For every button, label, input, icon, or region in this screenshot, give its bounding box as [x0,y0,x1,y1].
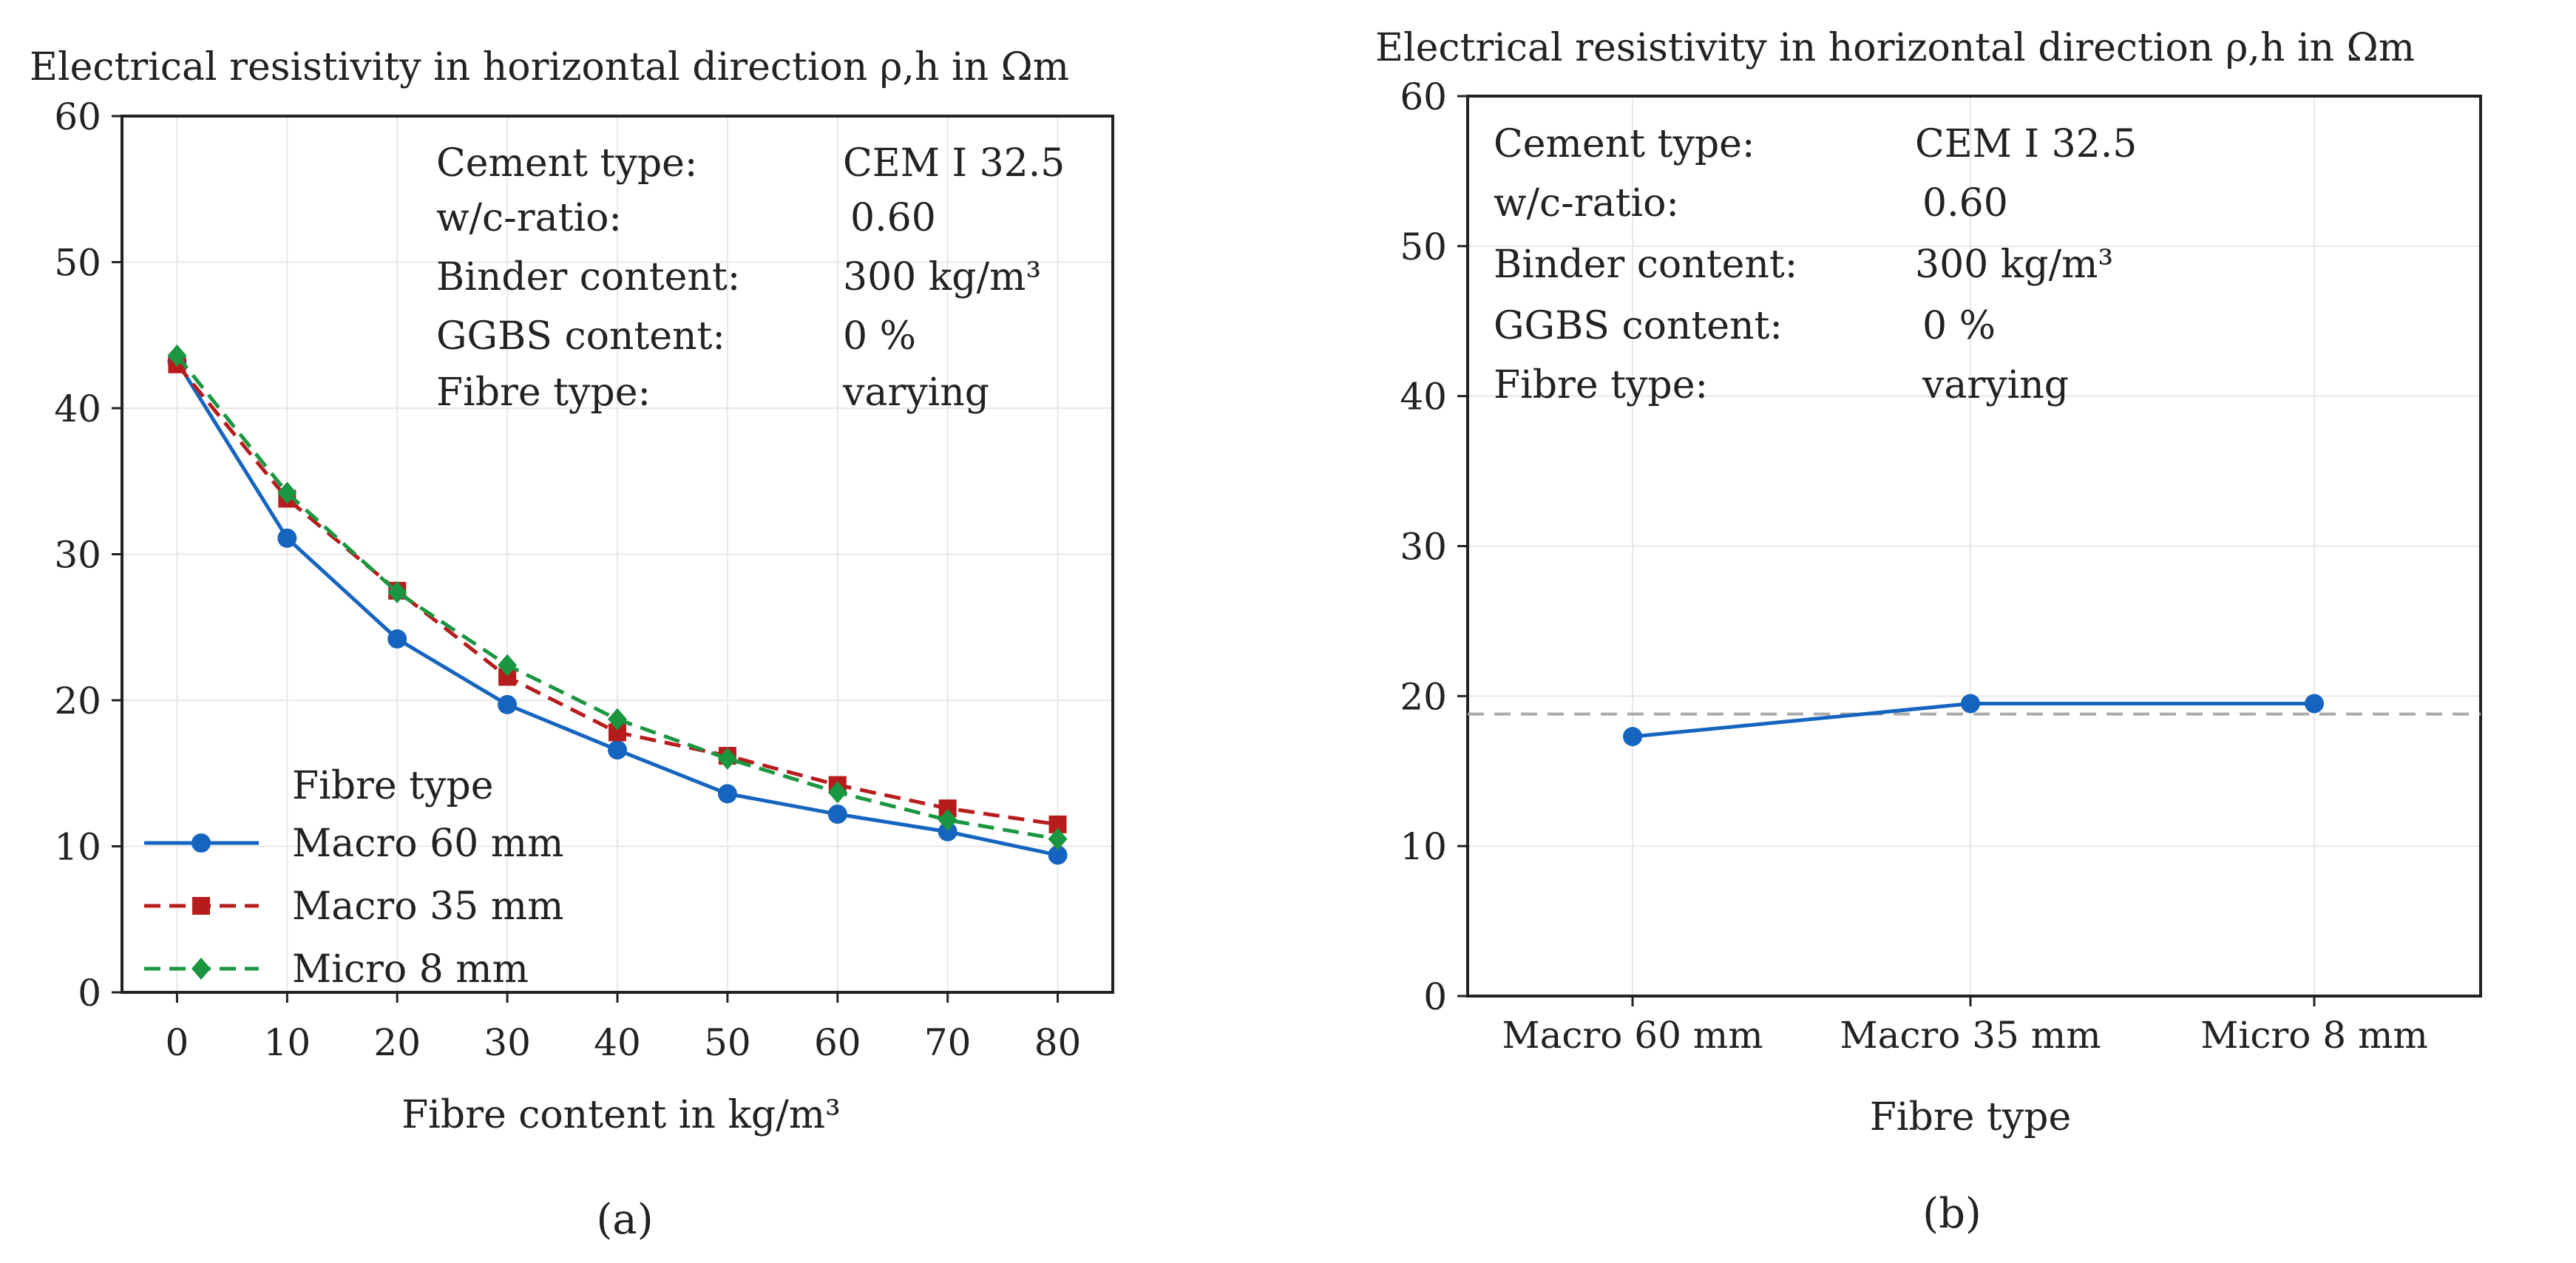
panel-b-x-axis-label: Fibre type [1870,1095,2072,1140]
panel-a-x-tick-label: 10 [264,1021,311,1064]
info-label-ggbs-b: GGBS content: [1494,304,1783,348]
panel-a-series-macro-60-mm [167,351,1068,865]
legend-title: Fibre type [292,764,494,808]
panel-a-label: (a) [596,1196,653,1244]
panel-a-x-tick-label: 40 [594,1021,641,1064]
panel-a-x-axis-label: Fibre content in kg/m³ [401,1093,841,1137]
info-label-binder: Binder content: [436,255,740,299]
panel-a-x-tick-label: 70 [924,1021,972,1064]
panel-b-info-box: Cement type: CEM I 32.5 w/c-ratio: 0.60 … [1494,122,2137,407]
data-point [498,694,518,714]
info-label-binder-b: Binder content: [1494,243,1797,287]
panel-a-y-tick-label: 50 [54,242,101,285]
data-point [608,708,627,731]
panel-a-info-box: Cement type: CEM I 32.5 w/c-ratio: 0.60 … [436,141,1065,415]
info-label-cement: Cement type: [436,141,697,186]
panel-a-y-tick-label: 10 [54,826,101,869]
info-label-wc: w/c-ratio: [436,196,622,240]
panel-b-y-tick-label: 40 [1400,376,1447,419]
legend-item-micro-8-mm: Micro 8 mm [144,947,529,992]
data-point [498,654,518,677]
panel-a-x-tick-label: 0 [166,1021,189,1064]
panel-b-y-tick-label: 60 [1400,75,1447,118]
panel-a-series-micro-8-mm [167,344,1068,850]
panel-b-series [1623,694,2324,747]
legend-marker [191,833,211,853]
info-label-wc-b: w/c-ratio: [1494,181,1679,226]
panel-b-y-tick-label: 0 [1423,975,1447,1018]
panel-a-y-tick-label: 60 [54,95,101,138]
data-point [1048,827,1068,850]
panel-a-grid [122,115,1113,993]
panel-a-x-tick-label: 30 [484,1021,531,1064]
panel-a-x-tick-label: 60 [814,1021,861,1064]
info-value-binder-b: 300 kg/m³ [1915,243,2113,287]
info-label-fibre-b: Fibre type: [1494,363,1708,407]
info-value-cement-b: CEM I 32.5 [1915,122,2137,166]
panel-a-x-tick-label: 80 [1034,1021,1082,1064]
data-point [387,629,407,649]
panel-b-series-line-group [1623,694,2324,747]
panel-a-x-ticks: 0 10 20 30 40 50 60 70 80 [166,992,1082,1064]
info-value-wc: 0.60 [850,196,936,240]
info-value-fibre: varying [842,370,989,415]
panel-a-y-tick-label: 40 [54,387,101,430]
data-point [717,748,737,770]
panel-b-y-tick-label: 30 [1400,526,1447,569]
panel-b-x-tick-label: Macro 60 mm [1502,1014,1763,1057]
legend-marker [191,958,211,980]
panel-a-legend: Fibre type Macro 60 mm Macro 35 mm Micro 8… [144,764,563,992]
legend-label: Macro 35 mm [292,884,563,929]
legend-label: Macro 60 mm [292,822,563,866]
panel-a-title: Electrical resistivity in horizontal dir… [30,45,1069,89]
data-point [1961,694,1980,714]
legend-item-macro-60-mm: Macro 60 mm [144,822,563,866]
panel-a-y-ticks: 0 10 20 30 40 50 60 [54,95,122,1015]
data-point [277,528,297,548]
data-point [277,481,297,504]
data-point [827,805,847,824]
data-point [608,740,627,760]
panel-b-label: (b) [1922,1190,1982,1238]
info-value-wc-b: 0.60 [1922,181,2008,226]
data-point [827,781,847,804]
legend-item-macro-35-mm: Macro 35 mm [144,884,563,929]
info-value-binder: 300 kg/m³ [843,255,1041,299]
panel-b-y-ticks: 0 10 20 30 40 50 60 [1400,75,1468,1018]
panel-a-y-tick-label: 0 [78,972,101,1015]
info-value-cement: CEM I 32.5 [843,141,1065,186]
data-point [2305,694,2324,714]
data-point [1623,727,1642,747]
info-label-ggbs: GGBS content: [436,314,725,359]
info-value-fibre-b: varying [1922,363,2069,407]
panel-b-grid [1468,95,2481,997]
panel-b-y-tick-label: 10 [1400,825,1447,868]
info-value-ggbs-b: 0 % [1922,304,1996,348]
panel-b-x-ticks: Macro 60 mm Macro 35 mm Micro 8 mm [1502,996,2428,1057]
panel-b-x-tick-label: Micro 8 mm [2200,1014,2428,1057]
panel-b-y-tick-label: 50 [1400,226,1447,268]
data-point [387,580,407,603]
data-point [938,808,957,831]
info-label-fibre: Fibre type: [436,370,651,415]
data-point [167,344,187,367]
panel-b-y-tick-label: 20 [1400,675,1447,718]
panel-b-title: Electrical resistivity in horizontal dir… [1375,26,2415,70]
panel-b-chart: Electrical resistivity in horizontal dir… [1375,26,2482,1238]
panel-a-series [167,344,1068,865]
panel-a-chart: Electrical resistivity in horizontal dir… [30,45,1114,1244]
info-value-ggbs: 0 % [843,314,916,359]
legend-label: Micro 8 mm [292,947,529,992]
data-point [717,784,737,804]
panel-a-x-tick-label: 20 [373,1021,421,1064]
legend-marker [192,897,210,915]
panel-a-x-tick-label: 50 [704,1021,751,1064]
data-point [1048,845,1068,865]
panel-a-y-tick-label: 20 [54,680,101,722]
info-label-cement-b: Cement type: [1494,122,1755,166]
data-point [938,822,957,842]
panel-a-y-tick-label: 30 [54,534,101,577]
panel-b-x-tick-label: Macro 35 mm [1840,1014,2101,1057]
